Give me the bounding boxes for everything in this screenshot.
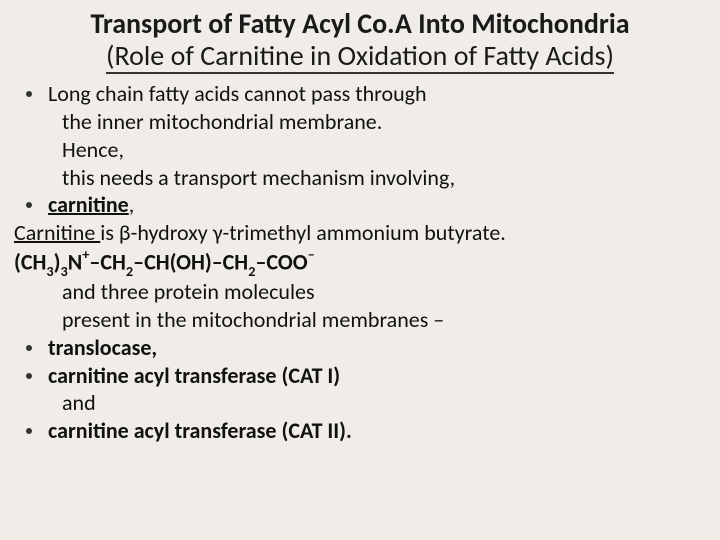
title-line-1: Transport of Fatty Acyl Co.A Into Mitoch… (14, 8, 706, 40)
text-line: present in the mitochondrial membranes – (14, 306, 706, 334)
text-fragment: is β-hydroxy γ-trimethyl ammonium butyra… (100, 219, 506, 246)
formula-part: ) (54, 248, 61, 275)
bullet-item: carnitine acyl transferase (CAT I) (14, 362, 706, 390)
bullet-icon (26, 373, 32, 379)
formula-part: –CH (89, 248, 125, 275)
bullet-item: carnitine acyl transferase (CAT II). (14, 417, 706, 445)
term-carnitine-2: Carnitine (14, 219, 100, 246)
text-line: carnitine, (48, 191, 134, 219)
bullet-icon (26, 91, 32, 97)
text-line: the inner mitochondrial membrane. (14, 108, 706, 136)
formula-part: (CH (14, 248, 46, 275)
term-carnitine: carnitine (48, 191, 129, 218)
formula-part: –CH(OH)–CH (133, 248, 248, 275)
text-line: this needs a transport mechanism involvi… (14, 164, 706, 192)
formula-sup: – (308, 245, 315, 263)
title-line-2: (Role of Carnitine in Oxidation of Fatty… (106, 40, 614, 74)
formula-sub: 3 (61, 262, 68, 280)
formula-sub: 2 (248, 262, 255, 280)
text-line: and three protein molecules (14, 278, 706, 306)
text-line: Carnitine is β-hydroxy γ-trimethyl ammon… (14, 219, 706, 247)
text-line: and (14, 389, 706, 417)
formula-part: N (68, 248, 83, 275)
formula-sub: 3 (46, 262, 53, 280)
slide: Transport of Fatty Acyl Co.A Into Mitoch… (0, 0, 720, 540)
bullet-item: Long chain fatty acids cannot pass throu… (14, 80, 706, 108)
chemical-formula: (CH3)3N+–CH2–CH(OH)–CH2–COO– (14, 247, 706, 279)
content: Long chain fatty acids cannot pass throu… (14, 80, 706, 444)
title-block: Transport of Fatty Acyl Co.A Into Mitoch… (14, 8, 706, 74)
formula-sub: 2 (126, 262, 133, 280)
formula-sup: + (82, 245, 89, 263)
text-line: Hence, (14, 136, 706, 164)
bullet-icon (26, 428, 32, 434)
term-cat2: carnitine acyl transferase (CAT II). (48, 417, 352, 445)
bullet-icon (26, 345, 32, 351)
term-translocase: translocase, (48, 334, 157, 362)
term-cat1: carnitine acyl transferase (CAT I) (48, 362, 340, 390)
text-fragment: , (129, 191, 135, 218)
formula-part: –COO (255, 248, 307, 275)
bullet-item: carnitine, (14, 191, 706, 219)
text-line: Long chain fatty acids cannot pass throu… (48, 80, 427, 108)
bullet-icon (26, 202, 32, 208)
bullet-item: translocase, (14, 334, 706, 362)
